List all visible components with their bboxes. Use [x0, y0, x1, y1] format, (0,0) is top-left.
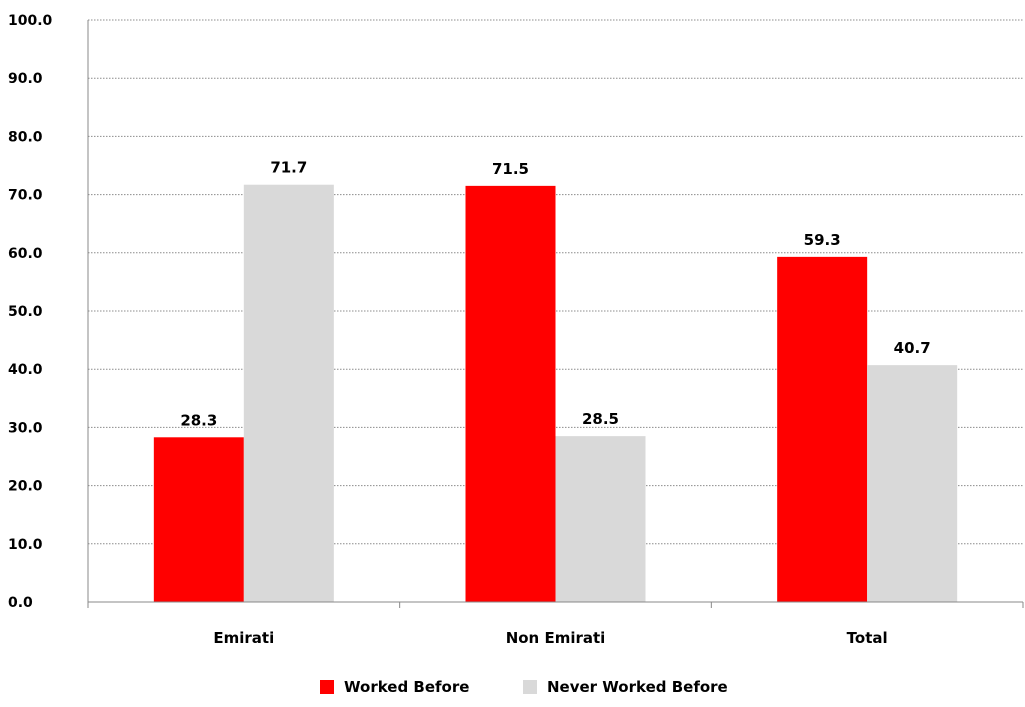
y-tick-label: 50.0 [8, 304, 43, 320]
x-category-label: Emirati [213, 629, 274, 647]
data-labels: 28.3 71.7 71.5 28.5 59.3 40.7 [180, 159, 930, 430]
y-tick-label: 80.0 [8, 129, 43, 145]
bar-never-worked-before [555, 436, 646, 602]
bar-worked-before [777, 256, 868, 602]
bars [153, 184, 958, 602]
bar-never-worked-before [867, 365, 958, 602]
y-tick-label: 90.0 [8, 71, 43, 87]
y-tick-label: 70.0 [8, 188, 43, 204]
legend: Worked Before Never Worked Before [320, 678, 728, 696]
data-label: 71.5 [492, 160, 529, 178]
legend-label: Never Worked Before [547, 678, 728, 696]
data-label: 28.5 [582, 410, 619, 428]
data-label: 71.7 [270, 159, 307, 177]
data-label: 59.3 [804, 231, 841, 249]
bar-worked-before [153, 437, 244, 602]
y-tick-label: 0.0 [8, 595, 33, 611]
bar-never-worked-before [243, 184, 334, 602]
legend-swatch [523, 680, 537, 694]
y-tick-label: 30.0 [8, 420, 43, 436]
y-tick-label: 40.0 [8, 362, 43, 378]
legend-swatch [320, 680, 334, 694]
y-tick-label: 20.0 [8, 479, 43, 495]
data-label: 28.3 [180, 411, 217, 429]
legend-label: Worked Before [344, 678, 469, 696]
y-tick-label: 10.0 [8, 537, 43, 553]
data-label: 40.7 [894, 339, 931, 357]
x-category-label: Non Emirati [506, 629, 606, 647]
axes [87, 20, 1024, 608]
y-tick-label: 60.0 [8, 246, 43, 262]
x-category-label: Total [847, 629, 888, 647]
y-tick-label: 100.0 [8, 13, 53, 29]
bar-worked-before [465, 185, 556, 602]
x-axis-category-labels: Emirati Non Emirati Total [213, 629, 887, 647]
y-axis-tick-labels: 0.0 10.0 20.0 30.0 40.0 50.0 60.0 70.0 80.0 90.0 1… [8, 13, 53, 611]
